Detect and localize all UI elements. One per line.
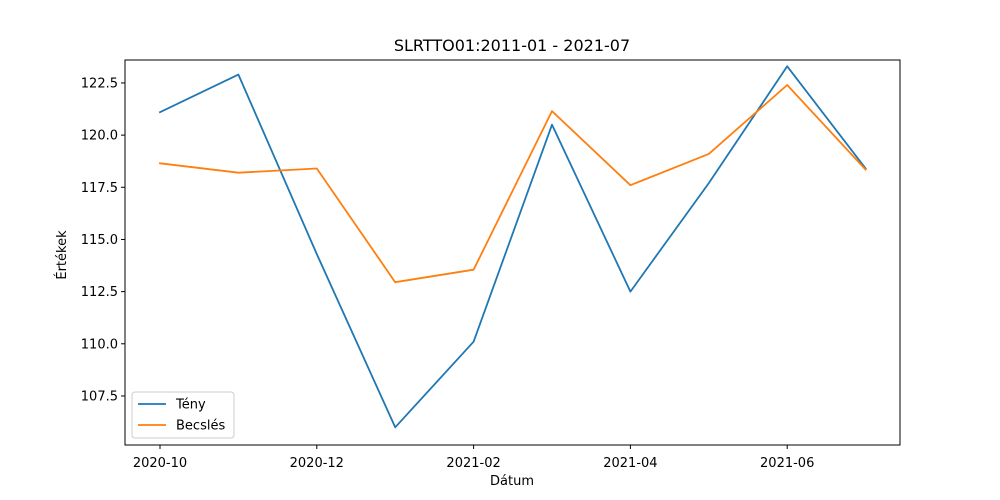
legend-label-1: Tény — [175, 398, 206, 413]
x-axis-label: Dátum — [490, 474, 534, 489]
x-tick-label: 2021-06 — [760, 456, 814, 471]
y-tick-label: 112.5 — [81, 285, 118, 300]
y-tick-label: 107.5 — [81, 389, 118, 404]
series-line-2 — [158, 84, 867, 284]
y-tick-label: 120.0 — [81, 129, 118, 144]
legend: Tény Becslés — [131, 391, 235, 439]
plot-frame — [124, 59, 901, 446]
x-axis: 2020-10 2020-12 2021-02 2021-04 2021-06 — [133, 445, 814, 471]
x-tick-label: 2020-12 — [290, 456, 344, 471]
x-tick-label: 2021-04 — [603, 456, 657, 471]
y-tick-label: 110.0 — [81, 337, 118, 352]
y-tick-label: 117.5 — [81, 181, 118, 196]
y-tick-label: 115.0 — [81, 233, 118, 248]
chart-title: SLRTTO01:2011-01 - 2021-07 — [394, 36, 630, 55]
series-line-1 — [158, 65, 867, 429]
y-axis-label: Értékek — [54, 230, 70, 280]
y-axis: 107.5 110.0 112.5 115.0 117.5 120.0 122.5 — [81, 76, 125, 404]
x-tick-label: 2020-10 — [133, 456, 187, 471]
series-layer — [158, 65, 867, 429]
y-tick-label: 122.5 — [81, 76, 118, 91]
legend-label-2: Becslés — [176, 419, 225, 434]
x-tick-label: 2021-02 — [446, 456, 500, 471]
